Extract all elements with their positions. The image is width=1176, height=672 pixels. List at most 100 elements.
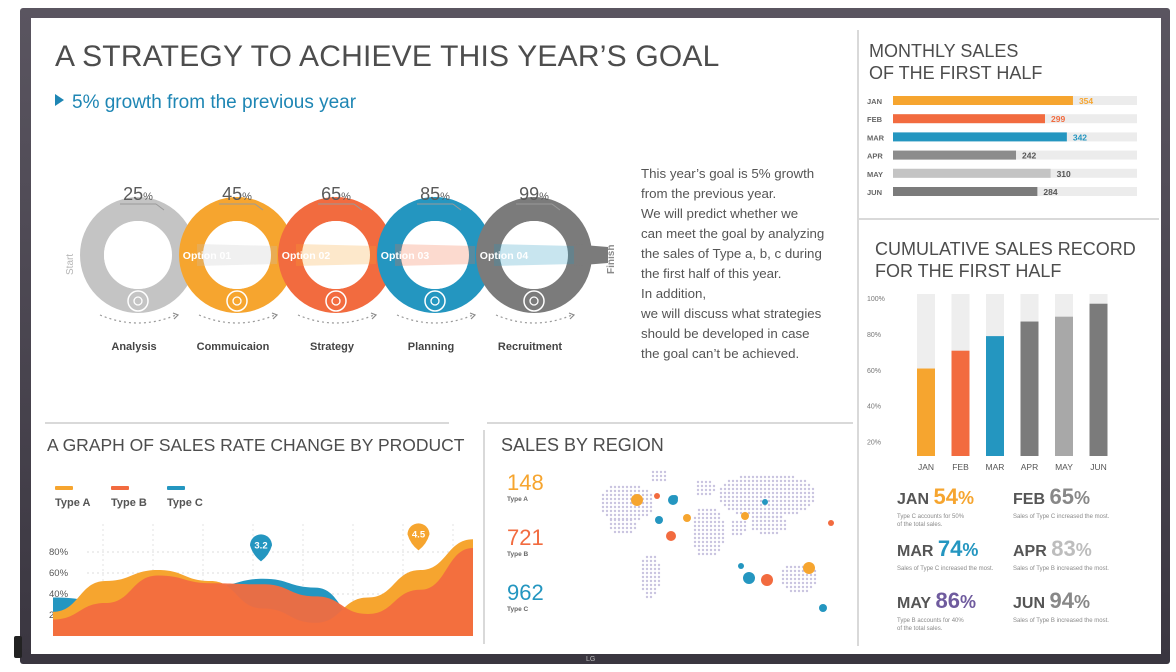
stat-note: Sales of Type C increased the most. bbox=[897, 566, 994, 572]
area-y-tick: 80% bbox=[49, 547, 69, 558]
map-marker bbox=[761, 574, 773, 586]
process-ring-hole bbox=[401, 221, 469, 289]
legend-swatch bbox=[111, 486, 129, 490]
cumulative-bar bbox=[1020, 321, 1039, 456]
goal-description-line: the sales of Type a, b, c during bbox=[641, 246, 822, 261]
device-logo: LG bbox=[586, 656, 596, 663]
stat-percent-sign: % bbox=[960, 592, 977, 612]
cumulative-sales-chart: 100% 80% 60% 40% 20% JAN FEB MAR APR MAY JUN bbox=[867, 294, 1108, 472]
stat-heading: MAY 86% bbox=[897, 588, 1015, 617]
area-series-type-b bbox=[53, 548, 473, 636]
cumulative-stat: JAN 54% Type C accounts for 50% of the tot… bbox=[897, 484, 1015, 529]
stat-note: Sales of Type B increased the most. bbox=[1013, 618, 1109, 624]
monitor-side-tab bbox=[14, 636, 22, 658]
stat-value: 54 bbox=[933, 484, 958, 509]
stat-month: MAR bbox=[897, 543, 934, 560]
goal-description: This year’s goal is 5% growth from the pr… bbox=[641, 164, 841, 364]
process-percent: 85% bbox=[420, 184, 450, 204]
monthly-bar bbox=[893, 150, 1017, 160]
monthly-bar-category: FEB bbox=[867, 115, 883, 124]
monthly-bar bbox=[893, 168, 1051, 178]
dashboard-screen: A STRATEGY TO ACHIEVE THIS YEAR’S GOAL 5… bbox=[31, 18, 1161, 654]
process-percent: 65% bbox=[321, 184, 351, 204]
triangle-bullet-icon bbox=[55, 94, 64, 106]
cumulative-bar bbox=[1089, 303, 1108, 456]
cumulative-bar bbox=[1055, 316, 1073, 456]
process-percent: 25% bbox=[123, 184, 153, 204]
monthly-bar bbox=[893, 132, 1067, 142]
flask-icon-glyph bbox=[232, 296, 242, 306]
stat-heading: FEB 65% bbox=[1013, 484, 1131, 513]
cumulative-y-tick: 20% bbox=[867, 440, 881, 447]
divider-center-mid bbox=[487, 422, 853, 424]
page-title: A STRATEGY TO ACHIEVE THIS YEAR’S GOAL bbox=[55, 40, 720, 73]
map-marker bbox=[819, 604, 827, 612]
cumulative-stat: MAR 74% Sales of Type C increased the mos… bbox=[897, 536, 1015, 573]
map-pin-icon bbox=[407, 523, 430, 551]
goal-description-line: can meet the goal by analyzing bbox=[641, 226, 825, 241]
monthly-bar-category: JAN bbox=[867, 97, 882, 106]
rate-change-title: A GRAPH OF SALES RATE CHANGE BY PRODUCT bbox=[47, 435, 465, 455]
monthly-sales-title: MONTHLY SALES OF THE FIRST HALF bbox=[869, 40, 1042, 84]
cumulative-bar bbox=[986, 336, 1004, 456]
stat-value: 86 bbox=[935, 588, 961, 613]
goal-description-line: we will discuss what strategies bbox=[641, 306, 822, 321]
process-ring-hole bbox=[104, 221, 172, 289]
area-y-tick: 60% bbox=[49, 568, 69, 579]
cumulative-x-tick: FEB bbox=[952, 462, 969, 472]
map-marker bbox=[743, 572, 755, 584]
lightbulb-icon-glyph bbox=[529, 296, 539, 306]
stat-month: MAY bbox=[897, 595, 932, 612]
stat-heading: JAN 54% bbox=[897, 484, 1015, 513]
cumulative-bar bbox=[951, 350, 970, 456]
process-percent: 45% bbox=[222, 184, 252, 204]
region-label: Type C bbox=[507, 606, 529, 613]
money-bag-icon bbox=[127, 290, 149, 312]
process-percent-sign: % bbox=[242, 191, 252, 203]
legend-swatch bbox=[55, 486, 73, 490]
stat-heading: MAR 74% bbox=[897, 536, 1015, 565]
stat-percent-sign: % bbox=[1073, 488, 1090, 508]
process-dotted-arc bbox=[495, 314, 573, 324]
map-marker bbox=[672, 495, 678, 501]
stat-heading: APR 83% bbox=[1013, 536, 1131, 565]
region-label: Type B bbox=[507, 551, 529, 558]
cumulative-stat: JUN 94% Sales of Type B increased the mos… bbox=[1013, 588, 1131, 625]
cumulative-stat: APR 83% Sales of Type B increased the mos… bbox=[1013, 536, 1131, 573]
process-percent-sign: % bbox=[440, 191, 450, 203]
map-pin-icon bbox=[250, 534, 272, 562]
process-percent-pointer bbox=[551, 203, 561, 211]
stat-percent-sign: % bbox=[957, 488, 974, 508]
finish-label: Finish bbox=[606, 245, 617, 274]
legend-swatch bbox=[167, 486, 185, 490]
process-option-label: Option 03 bbox=[381, 250, 430, 262]
process-band-shadow bbox=[296, 244, 376, 266]
process-ring-hole bbox=[302, 221, 370, 289]
goal-description-line: from the previous year. bbox=[641, 186, 777, 201]
arrow-right-icon bbox=[469, 312, 477, 320]
region-label: Type A bbox=[507, 496, 528, 503]
cumulative-x-tick: JAN bbox=[918, 462, 934, 472]
legend-label: Type C bbox=[167, 497, 203, 509]
process-percent-value: 45 bbox=[222, 184, 242, 204]
goal-description-line: the goal can’t be achieved. bbox=[641, 346, 800, 361]
region-item: 148 Type A bbox=[507, 470, 544, 503]
region-item: 721 Type B bbox=[507, 525, 544, 558]
process-percent-sign: % bbox=[341, 191, 351, 203]
goal-description-line: This year’s goal is 5% growth bbox=[641, 166, 815, 181]
monthly-sales-title-line1: MONTHLY SALES bbox=[869, 41, 1019, 61]
process-percent: 99% bbox=[519, 184, 549, 204]
cumulative-stats: JAN 54% Type C accounts for 50% of the tot… bbox=[891, 484, 1141, 644]
stat-percent-sign: % bbox=[1075, 540, 1092, 560]
stat-value: 83 bbox=[1051, 536, 1076, 561]
region-value: 721 bbox=[507, 525, 544, 550]
stat-note: Type C accounts for 50% bbox=[897, 514, 965, 520]
process-band-shadow bbox=[197, 244, 277, 266]
world-map bbox=[601, 470, 834, 612]
monthly-bar bbox=[893, 114, 1045, 124]
cumulative-x-tick: MAY bbox=[1055, 462, 1073, 472]
stat-month: APR bbox=[1013, 543, 1047, 560]
process-option-label: Option 04 bbox=[480, 250, 529, 262]
region-list: 148 Type A 721 Type B 962 Type C bbox=[507, 470, 577, 630]
cumulative-title: CUMULATIVE SALES RECORD FOR THE FIRST HA… bbox=[875, 238, 1136, 282]
